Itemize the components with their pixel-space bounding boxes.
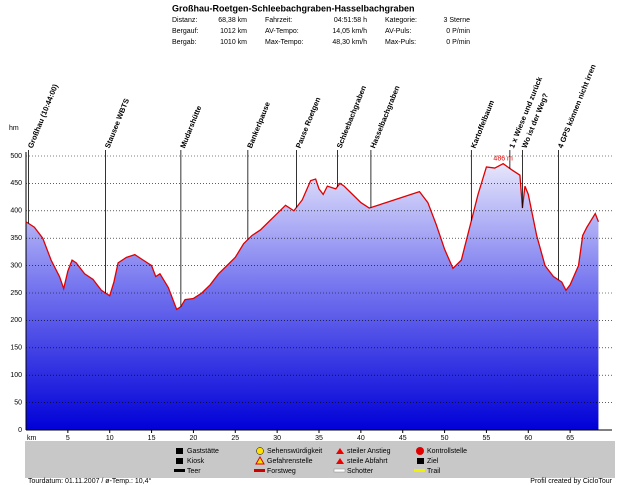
legend-label: Sehenswürdigkeit [267, 448, 322, 455]
x-tick-label: 55 [483, 435, 491, 442]
y-tick-label: 200 [10, 317, 22, 324]
profile-line [25, 162, 600, 311]
stat-value: 3 Sterne [444, 17, 471, 24]
footer-right: Profil created by CicloTour [530, 478, 612, 485]
y-tick-label: 300 [10, 262, 22, 269]
legend-label: Trail [427, 468, 441, 475]
waypoint-label: 4 GPS können nicht irren [556, 63, 598, 150]
x-tick-label: 25 [231, 435, 239, 442]
x-axis-label: km [27, 435, 37, 442]
x-tick-label: 15 [148, 435, 156, 442]
y-tick-label: 250 [10, 290, 22, 297]
waypoint-label: Großhau (10:44:00) [26, 82, 60, 149]
stat-label: AV-Puls: [385, 28, 411, 35]
x-tick-label: 30 [273, 435, 281, 442]
x-tick-label: 35 [315, 435, 323, 442]
stat-label: Max-Tempo: [265, 39, 304, 46]
x-tick-label: 20 [190, 435, 198, 442]
y-tick-label: 350 [10, 235, 22, 242]
y-tick-label: 150 [10, 345, 22, 352]
waypoint-label: Mudarshütte [178, 104, 203, 149]
waypoint-label: Stausee WBTS [103, 97, 131, 149]
legend-icons [174, 447, 425, 473]
x-tick-label: 60 [524, 435, 532, 442]
y-tick-label: 450 [10, 180, 22, 187]
legend-label: Ziel [427, 458, 439, 465]
max-label: 486 m [493, 156, 513, 163]
footer-left: Tourdatum: 01.11.2007 / ø-Temp.: 10,4° [28, 477, 151, 485]
legend-label: Kiosk [187, 458, 205, 465]
stat-value: 0 P/min [446, 39, 470, 46]
x-tick-label: 45 [399, 435, 407, 442]
stat-label: Kategorie: [385, 17, 417, 24]
y-tick-label: 500 [10, 153, 22, 160]
stat-value: 1012 km [220, 28, 247, 35]
stat-label: Fahrzeit: [265, 17, 292, 24]
area [26, 163, 599, 430]
legend-label: steiler Anstieg [347, 448, 391, 455]
y-tick-label: 0 [18, 427, 22, 434]
legend-label: Gefahrenstelle [267, 458, 313, 465]
stat-value: 68,38 km [218, 17, 247, 24]
y-tick-label: 400 [10, 208, 22, 215]
stat-label: Bergab: [172, 39, 197, 46]
waypoint-label: Bankerlpause [245, 101, 272, 150]
x-tick-label: 65 [566, 435, 574, 442]
stat-value: 48,30 km/h [332, 39, 367, 46]
legend-label: Teer [187, 468, 201, 475]
stat-value: 1010 km [220, 39, 247, 46]
stat-label: Max-Puls: [385, 39, 416, 46]
stat-label: Bergauf: [172, 28, 199, 35]
stat-value: 0 P/min [446, 28, 470, 35]
legend-label: steile Abfahrt [347, 458, 388, 465]
x-tick-label: 50 [441, 435, 449, 442]
waypoint-label: Kartoffelbaum [469, 99, 497, 150]
stat-label: Distanz: [172, 17, 197, 24]
y-tick-label: 100 [10, 372, 22, 379]
stat-label: AV-Tempo: [265, 28, 299, 35]
chart-title: Großhau-Roetgen-Schleebachgraben-Hasselb… [172, 3, 415, 13]
y-tick-label: 50 [14, 399, 22, 406]
legend-label: Gaststätte [187, 448, 219, 455]
x-tick-label: 40 [357, 435, 365, 442]
stat-value: 14,05 km/h [332, 28, 367, 35]
waypoint-label: Hasselbachgraben [368, 84, 401, 150]
legend-label: Kontrollstelle [427, 448, 467, 455]
stat-value: 04:51:58 h [334, 17, 367, 24]
legend-label: Schotter [347, 468, 374, 475]
legend-box [25, 441, 615, 478]
y-axis-label: hm [9, 125, 19, 132]
legend-label: Forstweg [267, 468, 296, 475]
waypoint-label: Schleebachgraben [335, 84, 368, 150]
x-tick-label: 10 [106, 435, 114, 442]
waypoint-label: Pause Roetgen [294, 95, 323, 149]
x-tick-label: 5 [66, 435, 70, 442]
